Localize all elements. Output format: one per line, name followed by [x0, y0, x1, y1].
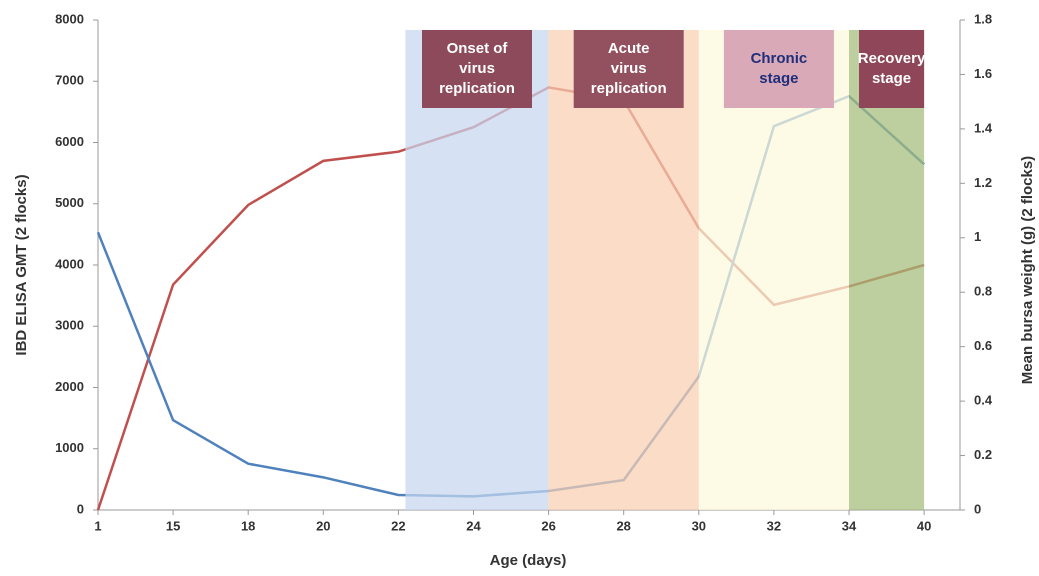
stage-label: virus	[611, 60, 647, 77]
y-tick-label: 2000	[55, 379, 84, 394]
stage-label: replication	[439, 80, 515, 97]
y2-tick-label: 1.4	[974, 120, 993, 135]
y2-tick-label: 0.2	[974, 447, 992, 462]
x-tick-label: 18	[241, 518, 255, 533]
stage-label: Recovery	[858, 50, 926, 67]
y-tick-label: 3000	[55, 318, 84, 333]
x-tick-label: 15	[166, 518, 180, 533]
y-tick-label: 8000	[55, 11, 84, 26]
y2-tick-label: 1.2	[974, 175, 992, 190]
y2-tick-label: 0.6	[974, 338, 992, 353]
x-tick-label: 32	[767, 518, 781, 533]
stage-label: stage	[872, 70, 911, 87]
x-tick-label: 30	[692, 518, 706, 533]
x-tick-label: 24	[466, 518, 481, 533]
stage-label: Onset of	[447, 40, 509, 57]
stage-label: virus	[459, 60, 495, 77]
x-tick-label: 40	[917, 518, 931, 533]
y2-tick-label: 0.8	[974, 284, 992, 299]
stage-label: Chronic	[751, 50, 808, 67]
y2-tick-label: 1.8	[974, 11, 992, 26]
x-tick-label: 1	[94, 518, 101, 533]
y2-axis-title: Mean bursa weight (g) (2 flocks)	[1019, 156, 1036, 384]
y2-tick-label: 1	[974, 229, 981, 244]
x-axis-title: Age (days)	[490, 552, 567, 569]
y-tick-label: 0	[77, 501, 84, 516]
x-tick-label: 22	[391, 518, 405, 533]
y-axis-title: IBD ELISA GMT (2 flocks)	[13, 174, 30, 355]
y-tick-label: 7000	[55, 73, 84, 88]
x-tick-label: 26	[541, 518, 555, 533]
y-tick-label: 6000	[55, 134, 84, 149]
stage-label: Acute	[608, 40, 650, 57]
stage-label: replication	[591, 80, 667, 97]
x-tick-label: 28	[616, 518, 630, 533]
chart: Age (days) IBD ELISA GMT (2 flocks) Mean…	[0, 0, 1039, 571]
y2-tick-label: 0	[974, 501, 981, 516]
y2-tick-label: 1.6	[974, 66, 992, 81]
y-tick-label: 5000	[55, 195, 84, 210]
y-tick-label: 1000	[55, 440, 84, 455]
x-tick-label: 34	[842, 518, 857, 533]
y2-tick-label: 0.4	[974, 393, 993, 408]
y-tick-label: 4000	[55, 256, 84, 271]
x-tick-label: 20	[316, 518, 330, 533]
stage-label: stage	[759, 70, 798, 87]
